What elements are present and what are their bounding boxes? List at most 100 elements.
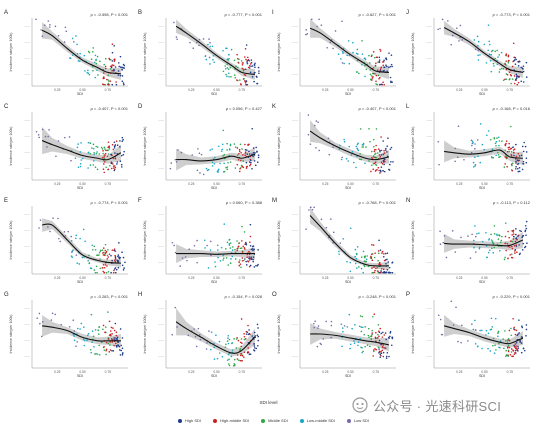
- data-point: [500, 239, 503, 242]
- y-axis-label: Incidence rate(per 100k): [9, 127, 13, 166]
- data-point: [380, 83, 383, 86]
- data-point: [249, 235, 252, 238]
- y-tick: ——: [24, 56, 30, 60]
- data-point: [243, 351, 246, 354]
- data-point: [242, 69, 245, 72]
- data-point: [227, 337, 229, 339]
- data-point: [93, 147, 95, 150]
- data-point: [219, 260, 222, 262]
- data-point: [222, 70, 225, 73]
- data-point: [245, 161, 248, 164]
- data-point: [471, 233, 473, 236]
- data-point: [341, 345, 343, 348]
- data-point: [231, 342, 233, 345]
- data-point: [518, 244, 520, 246]
- data-point: [103, 63, 105, 66]
- data-point: [83, 326, 85, 328]
- data-point: [514, 63, 517, 66]
- y-tick: ——: [292, 306, 298, 310]
- data-point: [522, 150, 525, 153]
- data-point: [243, 247, 246, 249]
- data-point: [108, 146, 111, 149]
- data-point: [515, 228, 517, 230]
- data-point: [514, 343, 517, 345]
- data-point: [98, 153, 101, 155]
- data-point: [256, 151, 258, 153]
- data-point: [241, 257, 244, 259]
- data-point: [74, 157, 77, 159]
- data-point: [361, 326, 364, 329]
- data-point: [518, 166, 521, 169]
- data-point: [469, 257, 472, 259]
- data-point: [507, 344, 510, 347]
- data-point: [378, 59, 381, 61]
- data-point: [112, 327, 114, 329]
- x-tick-label: 0.25: [54, 370, 60, 374]
- data-point: [237, 158, 240, 161]
- data-point: [95, 59, 97, 62]
- data-point: [110, 66, 113, 69]
- data-point: [359, 337, 361, 340]
- data-point: [121, 251, 123, 254]
- data-point: [223, 162, 225, 165]
- data-point: [519, 229, 521, 232]
- data-point: [115, 140, 118, 142]
- data-point: [102, 252, 104, 254]
- data-point: [108, 58, 111, 61]
- data-point: [375, 164, 378, 166]
- x-tick-label: 0.75: [239, 276, 245, 280]
- data-point: [342, 238, 345, 240]
- data-point: [115, 337, 118, 340]
- data-point: [498, 136, 500, 139]
- data-point: [375, 74, 378, 77]
- data-point: [249, 163, 252, 166]
- data-point: [511, 240, 514, 243]
- data-point: [317, 327, 319, 329]
- data-point: [373, 162, 376, 165]
- data-point: [246, 83, 249, 86]
- data-point: [39, 219, 42, 221]
- wechat-logo-icon: [352, 397, 368, 413]
- data-point: [512, 317, 514, 320]
- data-point: [242, 160, 245, 162]
- data-point: [248, 161, 251, 163]
- data-point: [202, 173, 205, 176]
- trend-line: [175, 25, 256, 75]
- x-axis-label: SDI: [211, 280, 217, 284]
- data-point: [499, 346, 501, 349]
- data-point: [383, 152, 386, 154]
- data-point: [237, 359, 240, 361]
- data-point: [521, 249, 524, 251]
- data-point: [103, 146, 106, 149]
- data-point: [238, 58, 240, 61]
- y-tick: ——: [24, 166, 30, 170]
- data-point: [38, 136, 40, 139]
- data-point: [369, 69, 372, 71]
- data-point: [94, 271, 97, 274]
- data-point: [515, 341, 518, 344]
- data-point: [113, 329, 116, 332]
- data-point: [171, 333, 173, 336]
- y-axis-label: Incidence rate(per 100k): [143, 33, 147, 72]
- data-point: [249, 241, 251, 243]
- data-point: [247, 347, 250, 349]
- y-tick: ——: [426, 56, 432, 60]
- data-point: [383, 271, 386, 274]
- data-point: [96, 254, 99, 256]
- data-point: [505, 53, 508, 55]
- data-point: [500, 67, 503, 70]
- data-point: [513, 244, 516, 247]
- data-point: [518, 60, 521, 63]
- data-point: [122, 63, 125, 66]
- y-axis-label: Incidence rate(per 100k): [277, 315, 281, 354]
- y-axis-label: Incidence rate(per 100k): [411, 315, 415, 354]
- y-tick: ——: [158, 322, 164, 326]
- data-point: [109, 68, 112, 70]
- data-point: [515, 73, 518, 76]
- data-point: [507, 257, 509, 260]
- data-point: [236, 147, 239, 149]
- panel-stat: ρ = -0.768, P < 0.001: [358, 200, 396, 205]
- data-point: [517, 163, 520, 165]
- data-point: [245, 260, 247, 263]
- y-tick: ——: [158, 24, 164, 28]
